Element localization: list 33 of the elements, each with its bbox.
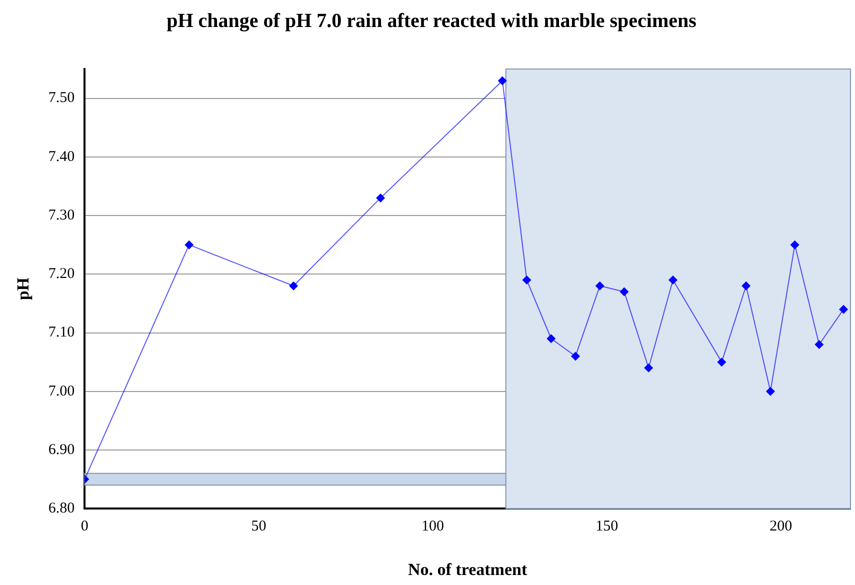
point <box>766 386 775 396</box>
x-tick-label: 50 <box>251 518 266 535</box>
point <box>814 340 824 349</box>
point <box>742 281 751 290</box>
y-tick-label: 7.00 <box>48 383 75 400</box>
point <box>790 240 800 250</box>
y-tick-label: 7.20 <box>48 266 75 282</box>
point <box>498 76 507 86</box>
x-axis-title: No. of treatment <box>408 560 528 580</box>
x-tick-label: 200 <box>770 518 792 535</box>
y-tick-label: 7.40 <box>48 148 75 165</box>
x-tick-label: 150 <box>596 518 618 535</box>
x-tick-label: 100 <box>422 518 444 535</box>
y-axis-title: pH <box>14 277 33 300</box>
point <box>839 304 848 314</box>
y-tick-label: 6.80 <box>48 500 75 517</box>
y-tick-label: 7.10 <box>48 324 75 341</box>
point <box>644 363 654 372</box>
point <box>570 352 580 361</box>
point <box>376 193 386 202</box>
point <box>717 358 726 367</box>
y-tick-label: 6.90 <box>48 442 75 458</box>
point <box>289 281 298 290</box>
x-tick-label: 0 <box>80 518 88 535</box>
point <box>184 240 194 250</box>
point <box>620 287 629 296</box>
point <box>546 334 556 344</box>
point <box>595 281 604 290</box>
y-tick-label: 7.30 <box>48 207 75 224</box>
point <box>668 276 678 285</box>
chart-title: pH change of pH 7.0 rain after reacted with marble specimens <box>166 10 697 32</box>
y-tick-label: 7.50 <box>48 90 75 106</box>
point <box>522 276 532 285</box>
